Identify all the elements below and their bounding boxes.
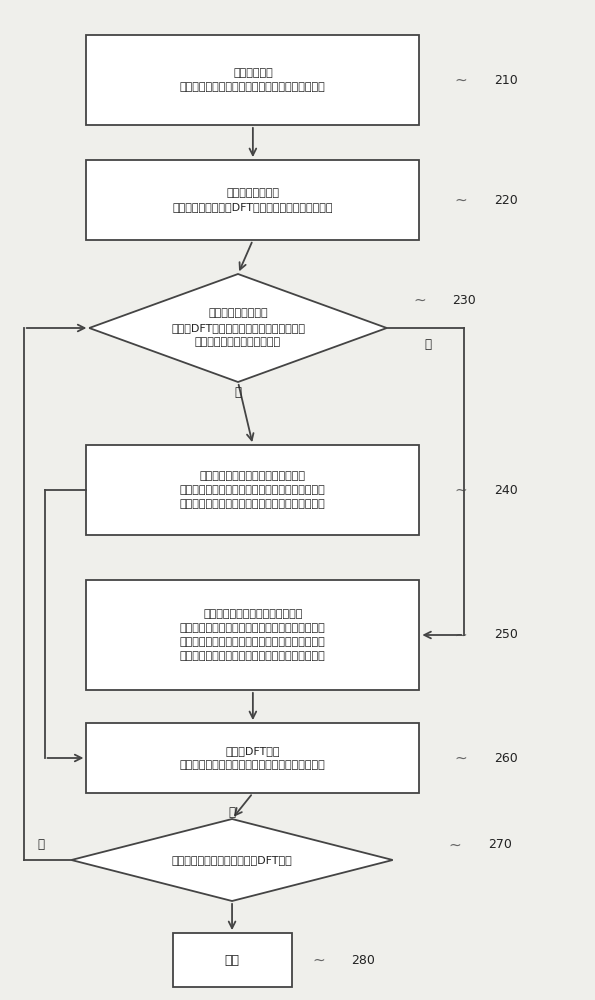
Text: 级的基数，生成与输入至非目标计算层级的各层级: 级的基数，生成与输入至非目标计算层级的各层级 [180,485,325,495]
Text: 如果执行至目标计算层级，则按照设定标准将输入: 如果执行至目标计算层级，则按照设定标准将输入 [180,651,325,661]
Text: ∼: ∼ [449,838,462,852]
FancyBboxPatch shape [86,580,419,690]
Text: 的执行DFT处理操作过程中，判断当前是否: 的执行DFT处理操作过程中，判断当前是否 [171,323,305,333]
Text: 否: 否 [37,838,44,852]
Text: 与目标序列对应的多个待计算序列: 与目标序列对应的多个待计算序列 [203,609,303,619]
Text: 否: 否 [234,385,242,398]
Text: ∼: ∼ [312,952,325,968]
Text: ∼: ∼ [455,750,468,766]
Text: 是: 是 [228,806,236,818]
Text: 对应的DFT处理: 对应的DFT处理 [226,746,280,756]
Text: ∼: ∼ [455,628,468,643]
Polygon shape [71,819,393,901]
Text: 根据原始输入序列的DFT点数，确定需要进行序列重: 根据原始输入序列的DFT点数，确定需要进行序列重 [173,202,333,212]
Text: 250: 250 [494,629,518,642]
FancyBboxPatch shape [173,933,292,987]
FancyBboxPatch shape [86,160,419,240]
Text: 多个计算层级: 多个计算层级 [233,68,273,78]
Text: 输入序列分别对应的多个待计算序列: 输入序列分别对应的多个待计算序列 [200,471,306,481]
Text: 260: 260 [494,752,518,764]
Text: 判断是否完成末尾计算层级的DFT处理: 判断是否完成末尾计算层级的DFT处理 [172,855,292,865]
Text: 采用单指令流多数据流指令，对各待计算序列进行: 采用单指令流多数据流指令，对各待计算序列进行 [180,760,325,770]
Text: 获取原始输入序列以及混合基，并将混合基划分为: 获取原始输入序列以及混合基，并将混合基划分为 [180,82,325,92]
Text: 是: 是 [425,338,432,352]
Text: 执行至目标计算层级: 执行至目标计算层级 [208,308,268,318]
FancyBboxPatch shape [86,35,419,125]
Text: 在对原始输入序列逐计算层级: 在对原始输入序列逐计算层级 [195,337,281,347]
Text: 至目标计算层级的多个层级输入序列重排序为一个: 至目标计算层级的多个层级输入序列重排序为一个 [180,637,325,647]
FancyBboxPatch shape [86,445,419,535]
Polygon shape [89,274,387,382]
Text: 排的目标计算层级: 排的目标计算层级 [226,188,280,198]
Text: 结束: 结束 [224,954,240,966]
Text: 240: 240 [494,484,518,496]
FancyBboxPatch shape [86,723,419,793]
Text: 210: 210 [494,74,518,87]
Text: ∼: ∼ [455,73,468,88]
Text: 目标序列，并根据目标计算层级对应的基数，生成: 目标序列，并根据目标计算层级对应的基数，生成 [180,623,325,633]
Text: 如果执行至非目标计算层级，则根据非目标计算层: 如果执行至非目标计算层级，则根据非目标计算层 [180,499,325,509]
Text: ∼: ∼ [413,292,426,308]
Text: 280: 280 [351,954,375,966]
Text: 230: 230 [452,294,476,306]
Text: 220: 220 [494,194,518,207]
Text: ∼: ∼ [455,483,468,497]
Text: 270: 270 [488,838,512,852]
Text: ∼: ∼ [455,192,468,208]
